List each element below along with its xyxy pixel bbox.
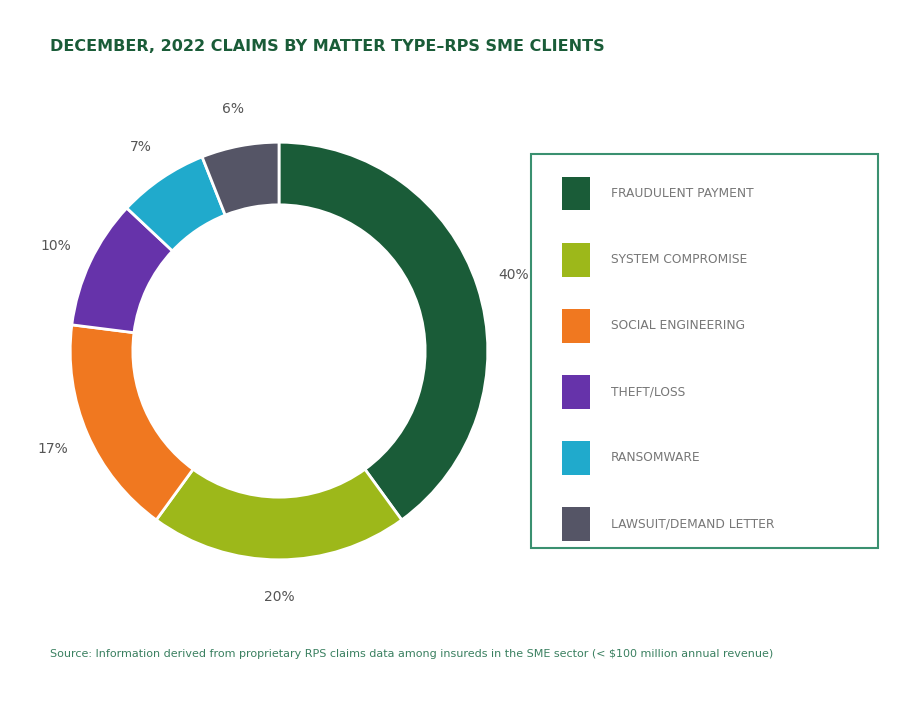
Text: THEFT/LOSS: THEFT/LOSS xyxy=(611,385,685,398)
Bar xyxy=(562,375,590,409)
Wedge shape xyxy=(157,469,401,559)
Bar xyxy=(562,442,590,475)
Text: SOCIAL ENGINEERING: SOCIAL ENGINEERING xyxy=(611,319,744,332)
Bar xyxy=(562,177,590,211)
Wedge shape xyxy=(70,325,194,520)
Text: FRAUDULENT PAYMENT: FRAUDULENT PAYMENT xyxy=(611,187,753,200)
Text: RANSOMWARE: RANSOMWARE xyxy=(611,451,700,465)
Text: LAWSUIT/DEMAND LETTER: LAWSUIT/DEMAND LETTER xyxy=(611,517,774,531)
Wedge shape xyxy=(72,208,173,333)
Text: 20%: 20% xyxy=(264,590,294,604)
Wedge shape xyxy=(279,143,488,520)
Wedge shape xyxy=(202,143,279,215)
Wedge shape xyxy=(127,157,225,251)
Text: 17%: 17% xyxy=(38,442,68,456)
Text: DECEMBER, 2022 CLAIMS BY MATTER TYPE–RPS SME CLIENTS: DECEMBER, 2022 CLAIMS BY MATTER TYPE–RPS… xyxy=(50,39,604,53)
Text: 40%: 40% xyxy=(498,268,528,282)
Text: 7%: 7% xyxy=(130,140,151,154)
Text: 10%: 10% xyxy=(40,239,71,253)
Bar xyxy=(562,508,590,541)
Bar xyxy=(562,243,590,277)
Text: SYSTEM COMPROMISE: SYSTEM COMPROMISE xyxy=(611,253,747,266)
Text: Source: Information derived from proprietary RPS claims data among insureds in t: Source: Information derived from proprie… xyxy=(50,649,773,659)
Bar xyxy=(562,309,590,343)
Text: 6%: 6% xyxy=(221,102,244,116)
